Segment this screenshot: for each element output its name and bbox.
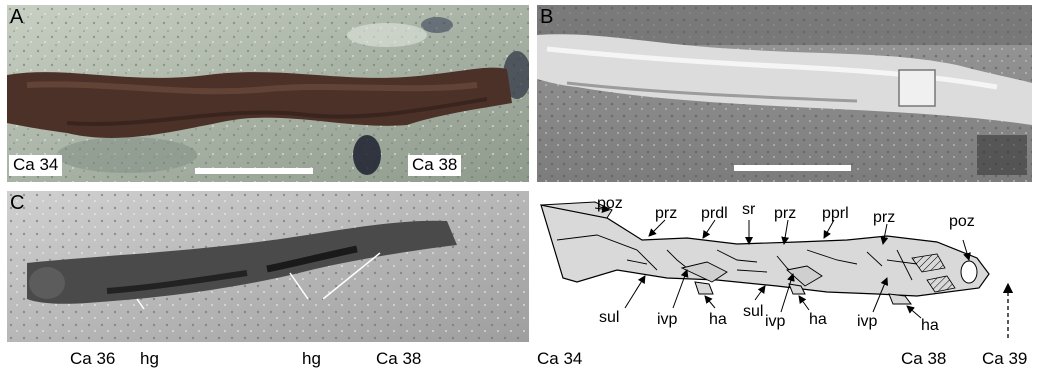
panel-b-tag: B — [540, 6, 554, 28]
panel-b-photo: B — [537, 5, 1032, 182]
label-ha-2: ha — [809, 311, 827, 328]
panel-a-label-ca34: Ca 34 — [9, 155, 63, 176]
label-ca38-c: Ca 38 — [376, 349, 422, 368]
label-ivp-3: ivp — [857, 313, 878, 330]
label-ivp-2: ivp — [765, 313, 786, 330]
ha-shape-2 — [788, 283, 806, 295]
panel-b-image — [537, 5, 1032, 182]
scale-bar-b — [734, 165, 851, 171]
panel-a-image — [7, 5, 529, 182]
panel-c-tag: C — [10, 192, 25, 214]
panel-a-label-ca38: Ca 38 — [408, 155, 462, 176]
panel-c-photo: C — [7, 191, 529, 342]
panel-a-photo: A Ca 34 Ca 38 — [7, 5, 529, 182]
ha-shape-1 — [694, 281, 714, 295]
label-prz-3: prz — [873, 209, 895, 226]
panel-d-drawing: poz prz prdl sr prz pprl prz poz sul ivp… — [537, 190, 1037, 342]
label-ca38-d: Ca 38 — [901, 349, 947, 368]
ha-shape-3 — [888, 293, 912, 305]
panel-d-svg: poz prz prdl sr prz pprl prz poz sul ivp… — [540, 195, 1014, 338]
label-hg-2: hg — [302, 349, 321, 368]
panel-c-image — [7, 191, 529, 342]
label-prz-2: prz — [774, 205, 796, 222]
label-poz-left: poz — [597, 195, 623, 212]
label-ha-1: ha — [709, 311, 727, 328]
label-pprl: pprl — [822, 205, 849, 222]
panel-a-tag: A — [10, 6, 24, 28]
label-sul-1: sul — [599, 309, 619, 326]
label-poz-right: poz — [949, 213, 975, 230]
scale-bar-a — [195, 168, 313, 174]
label-ivp-1: ivp — [657, 311, 678, 328]
vertebrae-bone-c — [27, 220, 457, 304]
label-prz-1: prz — [655, 205, 677, 222]
label-ca36: Ca 36 — [70, 349, 116, 368]
label-ca39: Ca 39 — [982, 349, 1028, 368]
label-hg-1: hg — [140, 349, 159, 368]
label-sr: sr — [742, 201, 756, 218]
vertebrae-outline — [540, 204, 990, 297]
label-sul-2: sul — [743, 303, 763, 320]
label-ha-3: ha — [921, 317, 939, 334]
label-prdl: prdl — [701, 205, 728, 222]
label-ca34-d: Ca 34 — [537, 349, 583, 368]
